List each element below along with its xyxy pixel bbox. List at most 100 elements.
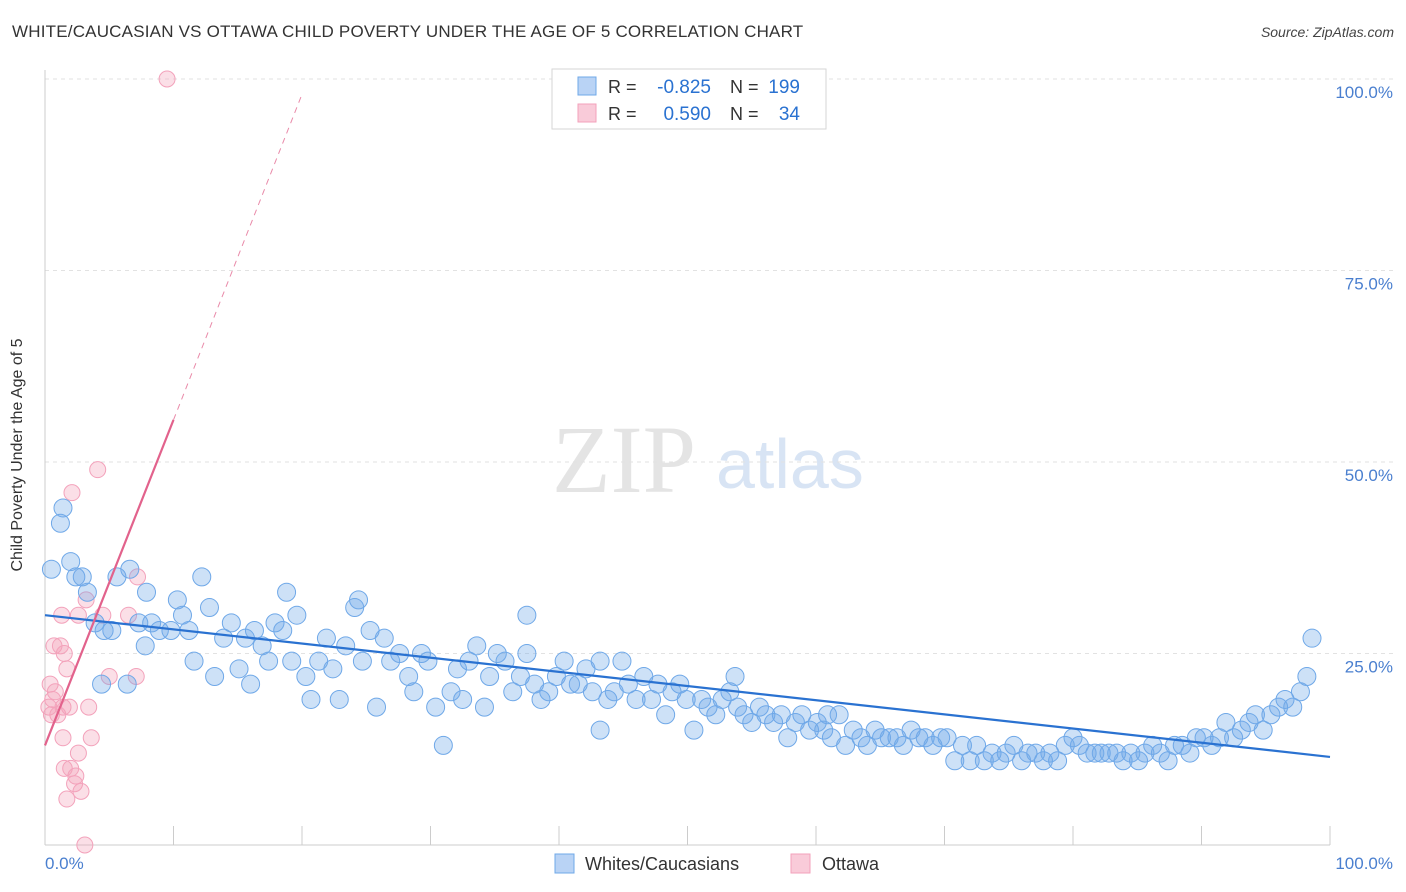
white-point [598,689,618,709]
white-point [1069,735,1089,755]
white-point [50,513,70,533]
ottawa-point [69,606,87,624]
white-point [329,689,349,709]
white-point [229,659,249,679]
white-point [937,728,957,748]
bottom-legend-swatch-blue [554,853,575,874]
white-point [829,705,849,725]
white-point [836,735,856,755]
trend-lines [43,94,1331,759]
white-point [273,621,293,641]
white-point [199,598,219,618]
ottawa-point [72,782,90,800]
white-point [1026,743,1046,763]
legend-box: R = -0.825 N = 199 R = 0.590 N = 34 [551,68,827,130]
white-point [814,720,834,740]
ottawa-point [77,591,95,609]
white-point [725,666,745,686]
white-point [503,682,523,702]
white-point [1121,743,1141,763]
white-point [1091,743,1111,763]
white-point [265,613,285,633]
white-point [590,651,610,671]
white-point [1113,751,1133,771]
white-point [336,636,356,656]
tick-labels: 0.0% 100.0% 25.0% 50.0% 75.0% 100.0% [45,83,1393,873]
white-point [872,728,892,748]
legend-n-label-blue: N = [730,77,759,97]
white-point [301,689,321,709]
white-point [554,651,574,671]
white-point [800,720,820,740]
white-point [433,735,453,755]
white-point [1048,751,1068,771]
chart-title: WHITE/CAUCASIAN VS OTTAWA CHILD POVERTY … [12,22,804,41]
white-point [221,613,241,633]
white-point [1040,743,1060,763]
ottawa-point [158,70,176,88]
white-point [480,666,500,686]
white-point [843,720,863,740]
white-point [72,567,92,587]
white-point [399,666,419,686]
white-point [893,735,913,755]
white-point [323,659,343,679]
white-point [531,689,551,709]
y-tick-label: 25.0% [1345,658,1393,677]
legend-n-value-pink: 34 [779,104,801,125]
white-point [626,689,646,709]
white-point [282,651,302,671]
white-point [1302,628,1322,648]
white-point [945,751,965,771]
white-point [426,697,446,717]
white-point [474,697,494,717]
white-point [149,621,169,641]
white-point [277,582,297,602]
white-points [41,498,1322,771]
y-tick-label: 50.0% [1345,466,1393,485]
white-point [167,590,187,610]
legend-r-value-pink: 0.590 [663,104,711,125]
watermark-zip: ZIP [552,406,696,513]
white-point [349,590,369,610]
white-point [915,728,935,748]
ottawa-point [46,683,64,701]
white-point [1253,720,1273,740]
white-point [241,674,261,694]
white-point [676,689,696,709]
white-point [367,697,387,717]
white-point [1129,751,1149,771]
white-point [952,735,972,755]
white-point [77,582,97,602]
white-point [53,498,73,518]
white-point [117,674,137,694]
white-point [1135,743,1155,763]
ottawa-point [82,729,100,747]
source-label: Source: ZipAtlas.com [1260,24,1394,40]
ottawa-point [60,698,78,716]
x-tick-label-max: 100.0% [1335,854,1393,873]
white-point [734,705,754,725]
white-point [539,682,559,702]
legend-swatch-blue [577,76,597,96]
white-point [1231,720,1251,740]
axes [44,70,1330,846]
white-point [656,705,676,725]
bottom-legend-swatch-pink [790,853,811,874]
white-point [244,621,264,641]
ottawa-points [40,70,176,854]
white-point [517,605,537,625]
white-point [404,682,424,702]
legend-swatch-pink [577,103,597,123]
white-point [184,651,204,671]
ottawa-point [54,729,72,747]
white-point [1077,743,1097,763]
white-point [374,628,394,648]
white-point [66,567,86,587]
y-axis-label: Child Poverty Under the Age of 5 [9,338,26,572]
ottawa-point [55,645,73,662]
ottawa-point [58,790,76,808]
white-point [807,712,827,732]
y-tick-label: 100.0% [1335,83,1393,102]
